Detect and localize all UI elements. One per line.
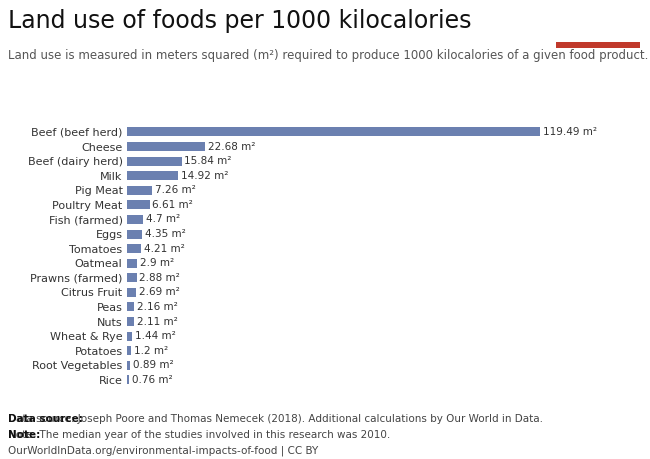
Bar [556, 42, 640, 48]
Text: 2.11 m²: 2.11 m² [136, 317, 177, 326]
Bar [127, 346, 131, 355]
Text: 0.76 m²: 0.76 m² [132, 375, 173, 385]
Text: Land use is measured in meters squared (m²) required to produce 1000 kilocalorie: Land use is measured in meters squared (… [8, 49, 649, 62]
Text: 2.69 m²: 2.69 m² [139, 287, 179, 297]
Bar [127, 186, 152, 195]
Bar [127, 317, 134, 326]
Bar [127, 200, 150, 209]
Text: 0.89 m²: 0.89 m² [133, 360, 174, 370]
Text: Data source:: Data source: [8, 414, 83, 424]
Bar [127, 288, 136, 297]
Bar [127, 157, 181, 166]
Text: 2.16 m²: 2.16 m² [137, 302, 177, 312]
Bar [127, 259, 136, 268]
Text: 14.92 m²: 14.92 m² [181, 171, 229, 181]
Text: 22.68 m²: 22.68 m² [208, 141, 255, 151]
Text: Our World: Our World [570, 13, 626, 23]
Text: 2.88 m²: 2.88 m² [140, 273, 180, 283]
Bar [127, 273, 136, 282]
Text: 4.7 m²: 4.7 m² [146, 214, 180, 224]
Text: Data source: Joseph Poore and Thomas Nemecek (2018). Additional calculations by : Data source: Joseph Poore and Thomas Nem… [8, 414, 543, 424]
Text: Note: The median year of the studies involved in this research was 2010.: Note: The median year of the studies inv… [8, 430, 391, 440]
Text: 7.26 m²: 7.26 m² [155, 185, 196, 195]
Text: 15.84 m²: 15.84 m² [185, 156, 232, 166]
Text: Note:: Note: [8, 430, 41, 440]
Bar [127, 128, 540, 136]
Text: Land use of foods per 1000 kilocalories: Land use of foods per 1000 kilocalories [8, 9, 472, 33]
Bar [127, 171, 178, 180]
Text: OurWorldInData.org/environmental-impacts-of-food | CC BY: OurWorldInData.org/environmental-impacts… [8, 445, 318, 456]
Bar [127, 375, 129, 384]
Text: 4.35 m²: 4.35 m² [144, 229, 185, 239]
Bar [127, 302, 135, 312]
Bar [127, 215, 143, 224]
Bar [127, 331, 132, 341]
Text: 4.21 m²: 4.21 m² [144, 244, 185, 254]
Bar [127, 230, 142, 239]
Text: 2.9 m²: 2.9 m² [140, 258, 174, 268]
Text: 6.61 m²: 6.61 m² [152, 200, 193, 210]
Bar [127, 244, 141, 253]
Bar [127, 361, 130, 370]
Text: 1.2 m²: 1.2 m² [134, 346, 168, 356]
Text: 119.49 m²: 119.49 m² [543, 127, 597, 137]
Text: in Data: in Data [578, 28, 618, 38]
Bar [127, 142, 205, 151]
Text: 1.44 m²: 1.44 m² [135, 331, 176, 341]
